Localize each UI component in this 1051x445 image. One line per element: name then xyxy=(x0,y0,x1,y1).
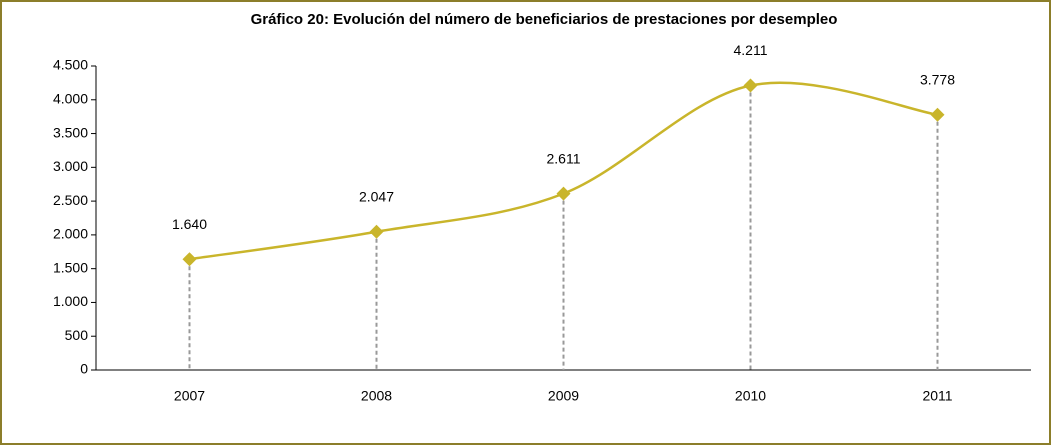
y-tick-label: 2.500 xyxy=(53,192,88,208)
y-tick-label: 3.000 xyxy=(53,158,88,174)
data-label: 2.611 xyxy=(547,150,581,166)
data-label: 2.047 xyxy=(359,188,394,204)
y-tick-label: 1.500 xyxy=(53,259,88,275)
y-tick-label: 3.500 xyxy=(53,124,88,140)
x-tick-label: 2011 xyxy=(922,388,952,404)
y-tick-label: 0 xyxy=(80,361,88,377)
marker xyxy=(369,224,384,239)
x-tick-label: 2010 xyxy=(735,388,766,404)
chart-title: Gráfico 20: Evolución del número de bene… xyxy=(251,11,838,28)
y-tick-label: 500 xyxy=(65,327,89,343)
data-label: 1.640 xyxy=(172,216,207,232)
y-tick-label: 4.000 xyxy=(53,90,88,106)
data-label: 4.211 xyxy=(734,42,768,58)
y-tick-label: 1.000 xyxy=(53,293,88,309)
x-tick-label: 2009 xyxy=(548,388,579,404)
marker xyxy=(743,78,758,93)
marker xyxy=(182,252,197,267)
data-label: 3.778 xyxy=(920,71,955,87)
marker xyxy=(930,107,945,122)
marker xyxy=(556,186,571,201)
x-tick-label: 2008 xyxy=(361,388,392,404)
y-tick-label: 2.000 xyxy=(53,226,88,242)
y-tick-label: 4.500 xyxy=(53,57,88,73)
x-tick-label: 2007 xyxy=(174,388,205,404)
